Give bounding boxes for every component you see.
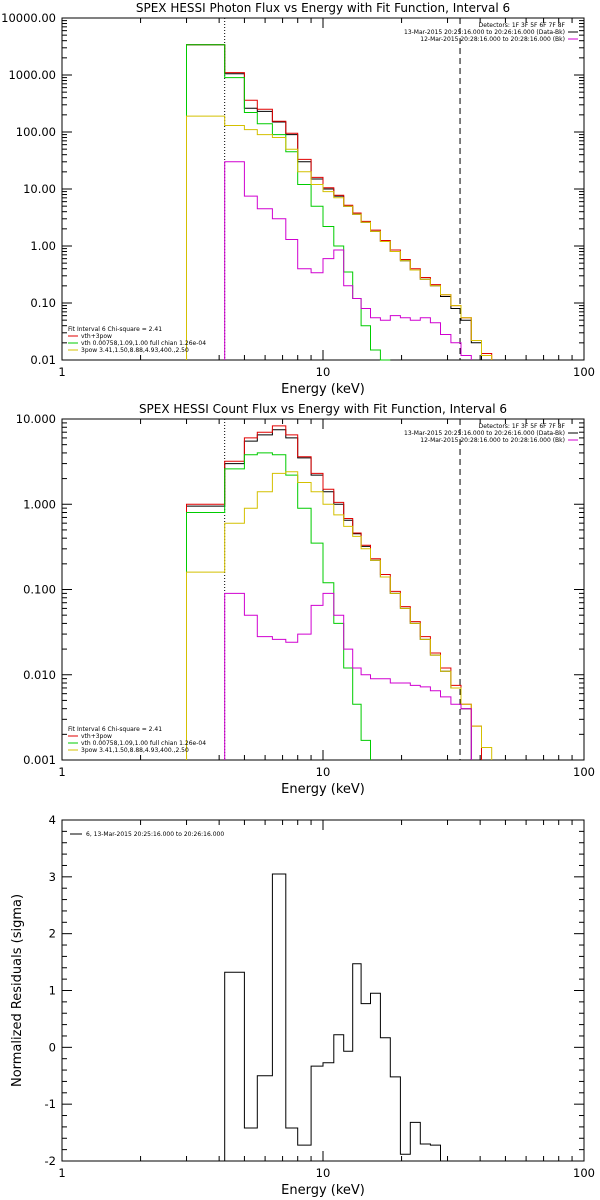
legend-entry: vth+3pow — [81, 733, 112, 740]
chart-title: SPEX HESSI Photon Flux vs Energy with Fi… — [136, 1, 510, 15]
y-tick-label: 3 — [49, 870, 56, 884]
y-tick-label: 1 — [49, 984, 56, 998]
y-tick-label: -1 — [45, 1097, 56, 1111]
series-0-step-line — [186, 44, 482, 360]
x-tick-label: 100 — [573, 1166, 595, 1180]
y-tick-label: 10000.00 — [1, 11, 56, 25]
legend-entry: vth+3pow — [81, 333, 112, 340]
y-tick-label: 10.000 — [16, 412, 56, 426]
legend-entry: 13-Mar-2015 20:25:16.000 to 20:26:16.000… — [404, 430, 565, 437]
legend-entry: Fit Interval 6 Chi-square = 2.41 — [68, 726, 162, 733]
y-tick-label: -2 — [45, 1154, 56, 1168]
series-0-step-line — [186, 429, 472, 760]
legend-entry: 13-Mar-2015 20:25:16.000 to 20:26:16.000… — [404, 29, 565, 36]
legend-entry: 3pow 3.41,1.50,8.88,4.93,400.,2.50 — [81, 747, 189, 754]
x-axis-label: Energy (keV) — [281, 382, 365, 397]
legend-entry: vth 0.00758,1.09,1.00 full chian 1.26e-0… — [81, 740, 206, 747]
residuals-panel: 1 10 100 -2 -1 0 1 2 3 4 Energy (keV) Normalized Re… — [10, 813, 595, 1198]
x-axis-label: Energy (keV) — [281, 782, 365, 797]
x-tick-label: 1 — [58, 365, 65, 379]
y-tick-label: 1000.00 — [8, 68, 56, 82]
x-tick-label: 10 — [316, 1166, 331, 1180]
y-tick-label: 4 — [49, 813, 56, 827]
plot-frame — [61, 819, 585, 1162]
y-tick-label: 0.100 — [23, 583, 56, 597]
y-tick-label: 1.00 — [30, 239, 56, 253]
legend-entry: Detectors: 1F 3F 5F 6F 7F 8F — [479, 22, 566, 29]
legend-entry: Detectors: 1F 3F 5F 6F 7F 8F — [479, 423, 566, 430]
plot-frame — [61, 418, 585, 761]
series-3-step-line — [186, 471, 493, 760]
legend-entry: 3pow 3.41,1.50,8.88,4.93,400.,2.50 — [81, 347, 189, 354]
count-flux-panel: 1 10 100 0.001 0.010 0.100 1.000 10.000 SPEX HES… — [16, 402, 595, 797]
y-tick-label: 0.01 — [30, 353, 56, 367]
x-tick-label: 10 — [316, 365, 331, 379]
series-0-step-line — [224, 873, 451, 1162]
y-tick-label: 1.000 — [23, 497, 56, 511]
legend-entry: 12-Mar-2015 20:28:16.000 to 20:28:16.000… — [420, 36, 565, 43]
legend-entry: Fit Interval 6 Chi-square = 2.41 — [68, 326, 162, 333]
x-tick-label: 100 — [573, 365, 595, 379]
x-axis-label: Energy (keV) — [281, 1183, 365, 1198]
series-2-step-line — [186, 452, 371, 760]
y-tick-label: 10.00 — [23, 182, 56, 196]
y-tick-label: 100.00 — [16, 125, 56, 139]
y-axis-label: Normalized Residuals (sigma) — [10, 894, 25, 1087]
series-4-step-line — [224, 161, 472, 360]
y-tick-label: 0.10 — [30, 296, 56, 310]
series-3-step-line — [186, 115, 493, 360]
y-tick-label: 2 — [49, 927, 56, 941]
x-tick-label: 10 — [316, 765, 331, 779]
legend-entry: vth 0.00758,1.09,1.00 full chian 1.26e-0… — [81, 340, 206, 347]
x-tick-label: 1 — [58, 765, 65, 779]
series-1-step-line — [186, 44, 493, 360]
x-tick-label: 100 — [573, 765, 595, 779]
series-4-step-line — [224, 592, 472, 760]
legend-entry: 6, 13-Mar-2015 20:25:16.000 to 20:26:16.… — [86, 831, 224, 838]
x-tick-label: 1 — [58, 1166, 65, 1180]
y-tick-label: 0.010 — [23, 668, 56, 682]
legend-entry: 12-Mar-2015 20:28:16.000 to 20:28:16.000… — [420, 437, 565, 444]
photon-flux-panel: 1 10 100 0.01 0.10 1.00 10.00 100.00 1000.00 1000… — [1, 1, 595, 397]
chart-title: SPEX HESSI Count Flux vs Energy with Fit… — [139, 402, 507, 416]
y-tick-label: 0.001 — [23, 753, 56, 767]
y-tick-label: 0 — [49, 1040, 56, 1054]
series-2-step-line — [186, 44, 391, 361]
